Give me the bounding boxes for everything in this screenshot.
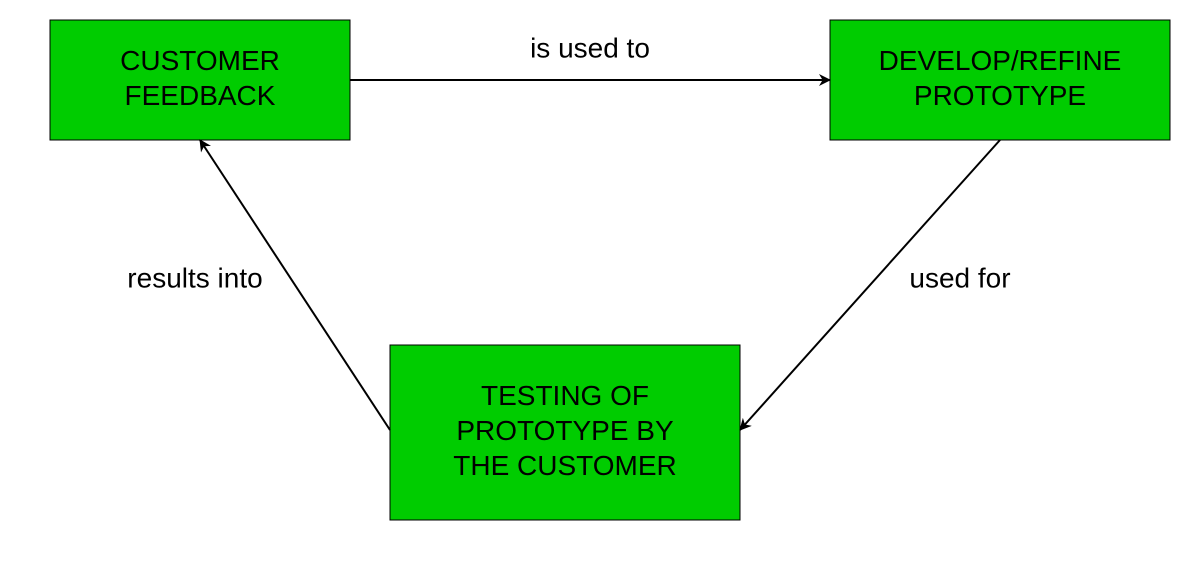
node-label-testing-line1: PROTOTYPE BY	[456, 415, 674, 446]
node-label-develop-refine-line0: DEVELOP/REFINE	[879, 45, 1122, 76]
edge-label-used-for: used for	[909, 262, 1010, 293]
edge-results-into: results into	[127, 140, 390, 430]
node-label-testing-line2: THE CUSTOMER	[453, 450, 677, 481]
flowchart-diagram: CUSTOMER FEEDBACK DEVELOP/REFINE PROTOTYPE T…	[0, 0, 1202, 562]
edge-label-results-into: results into	[127, 262, 262, 293]
node-label-testing-line0: TESTING OF	[481, 380, 649, 411]
edge-label-is-used-to: is used to	[530, 32, 650, 63]
edge-used-for: used for	[740, 140, 1011, 430]
node-label-develop-refine-line1: PROTOTYPE	[914, 80, 1086, 111]
node-customer-feedback: CUSTOMER FEEDBACK	[50, 20, 350, 140]
node-develop-refine: DEVELOP/REFINE PROTOTYPE	[830, 20, 1170, 140]
edge-is-used-to: is used to	[350, 32, 830, 80]
node-label-customer-feedback-line1: FEEDBACK	[125, 80, 276, 111]
node-testing: TESTING OF PROTOTYPE BY THE CUSTOMER	[390, 345, 740, 520]
node-label-customer-feedback-line0: CUSTOMER	[120, 45, 280, 76]
